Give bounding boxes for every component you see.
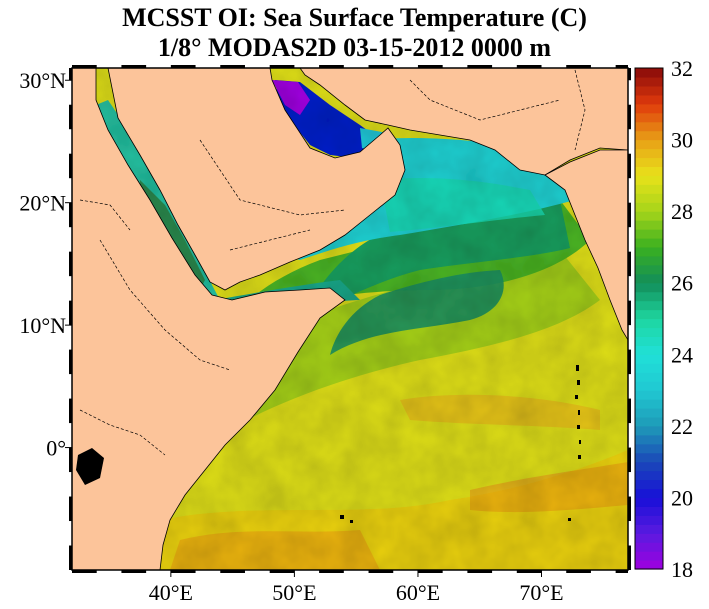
colorbar-band xyxy=(635,94,663,105)
colorbar-band xyxy=(635,103,663,114)
lon-tick-label: 50°E xyxy=(272,580,316,605)
colorbar-band xyxy=(635,130,663,141)
colorbar-band xyxy=(635,345,663,355)
colorbar-band xyxy=(635,479,663,490)
colorbar-band xyxy=(635,327,663,337)
colorbar-tick-label: 32 xyxy=(671,56,693,81)
colorbar-band xyxy=(635,166,663,176)
colorbar-band xyxy=(635,264,663,275)
colorbar-band xyxy=(635,85,663,96)
frame-ticks xyxy=(69,65,631,573)
colorbar-band xyxy=(635,309,663,320)
colorbar-labels: 32 30 28 26 24 22 20 18 xyxy=(671,56,693,582)
island-chain xyxy=(340,365,581,523)
lat-tick-label: 20°N xyxy=(19,191,66,216)
colorbar-band xyxy=(635,354,663,364)
colorbar-band xyxy=(635,273,663,284)
colorbar-band xyxy=(635,470,663,481)
colorbar-band xyxy=(635,211,663,221)
colorbar-band xyxy=(635,336,663,346)
lon-tick-label: 60°E xyxy=(396,580,440,605)
colorbar-band xyxy=(635,452,663,463)
colorbar-band xyxy=(635,372,663,382)
colorbar-band xyxy=(635,506,663,516)
map-title-line1: MCSST OI: Sea Surface Temperature (C) xyxy=(122,3,587,32)
colorbar-band xyxy=(635,139,663,150)
colorbar-band xyxy=(635,282,663,293)
colorbar-band xyxy=(635,157,663,168)
colorbar-band xyxy=(635,416,663,427)
colorbar-band xyxy=(635,551,663,561)
colorbar-band xyxy=(635,560,663,570)
colorbar-tick-label: 28 xyxy=(671,199,693,224)
longitude-labels: 40°E 50°E 60°E 70°E xyxy=(149,570,564,605)
colorbar-band xyxy=(635,237,663,248)
lat-tick-label: 30°N xyxy=(19,68,66,93)
colorbar-tick-label: 26 xyxy=(671,271,693,296)
lon-tick-label: 70°E xyxy=(519,580,563,605)
colorbar-tick-label: 22 xyxy=(671,414,693,439)
colorbar-band xyxy=(635,121,663,132)
colorbar-band xyxy=(635,300,663,311)
colorbar-band xyxy=(635,229,663,239)
land-mass xyxy=(72,68,628,570)
colorbar-band xyxy=(635,515,663,525)
colorbar-band xyxy=(635,202,663,212)
colorbar-band xyxy=(635,425,663,436)
lon-tick-label: 40°E xyxy=(149,580,193,605)
colorbar-band xyxy=(635,399,663,409)
colorbar xyxy=(635,67,663,570)
colorbar-band xyxy=(635,443,663,454)
colorbar-band xyxy=(635,533,663,543)
colorbar-tick-label: 18 xyxy=(671,557,693,582)
colorbar-band xyxy=(635,246,663,257)
colorbar-band xyxy=(635,434,663,445)
colorbar-band xyxy=(635,255,663,266)
lat-tick-label: 0° xyxy=(46,436,66,461)
sst-field xyxy=(72,68,628,570)
colorbar-band xyxy=(635,497,663,507)
lake-victoria xyxy=(76,448,104,485)
colorbar-band xyxy=(635,488,663,499)
map-title-line2: 1/8° MODAS2D 03-15-2012 0000 m xyxy=(157,33,552,62)
latitude-labels: 30°N 20°N 10°N 0° xyxy=(19,68,72,461)
colorbar-band xyxy=(635,381,663,391)
lat-tick-label: 10°N xyxy=(19,313,66,338)
colorbar-band xyxy=(635,390,663,400)
colorbar-band xyxy=(635,461,663,472)
colorbar-frame xyxy=(634,67,664,570)
colorbar-band xyxy=(635,524,663,534)
colorbar-band xyxy=(635,407,663,418)
colorbar-band xyxy=(635,68,663,78)
colorbar-band xyxy=(635,363,663,373)
colorbar-band xyxy=(635,112,663,123)
colorbar-band xyxy=(635,220,663,230)
colorbar-tick-label: 24 xyxy=(671,342,693,367)
colorbar-band xyxy=(635,542,663,552)
colorbar-tick-label: 20 xyxy=(671,485,693,510)
colorbar-band xyxy=(635,76,663,87)
colorbar-band xyxy=(635,318,663,329)
colorbar-band xyxy=(635,291,663,302)
country-borders xyxy=(79,69,586,456)
colorbar-tick-label: 30 xyxy=(671,128,693,153)
colorbar-band xyxy=(635,148,663,159)
colorbar-band xyxy=(635,184,663,194)
colorbar-band xyxy=(635,193,663,203)
colorbar-band xyxy=(635,175,663,185)
